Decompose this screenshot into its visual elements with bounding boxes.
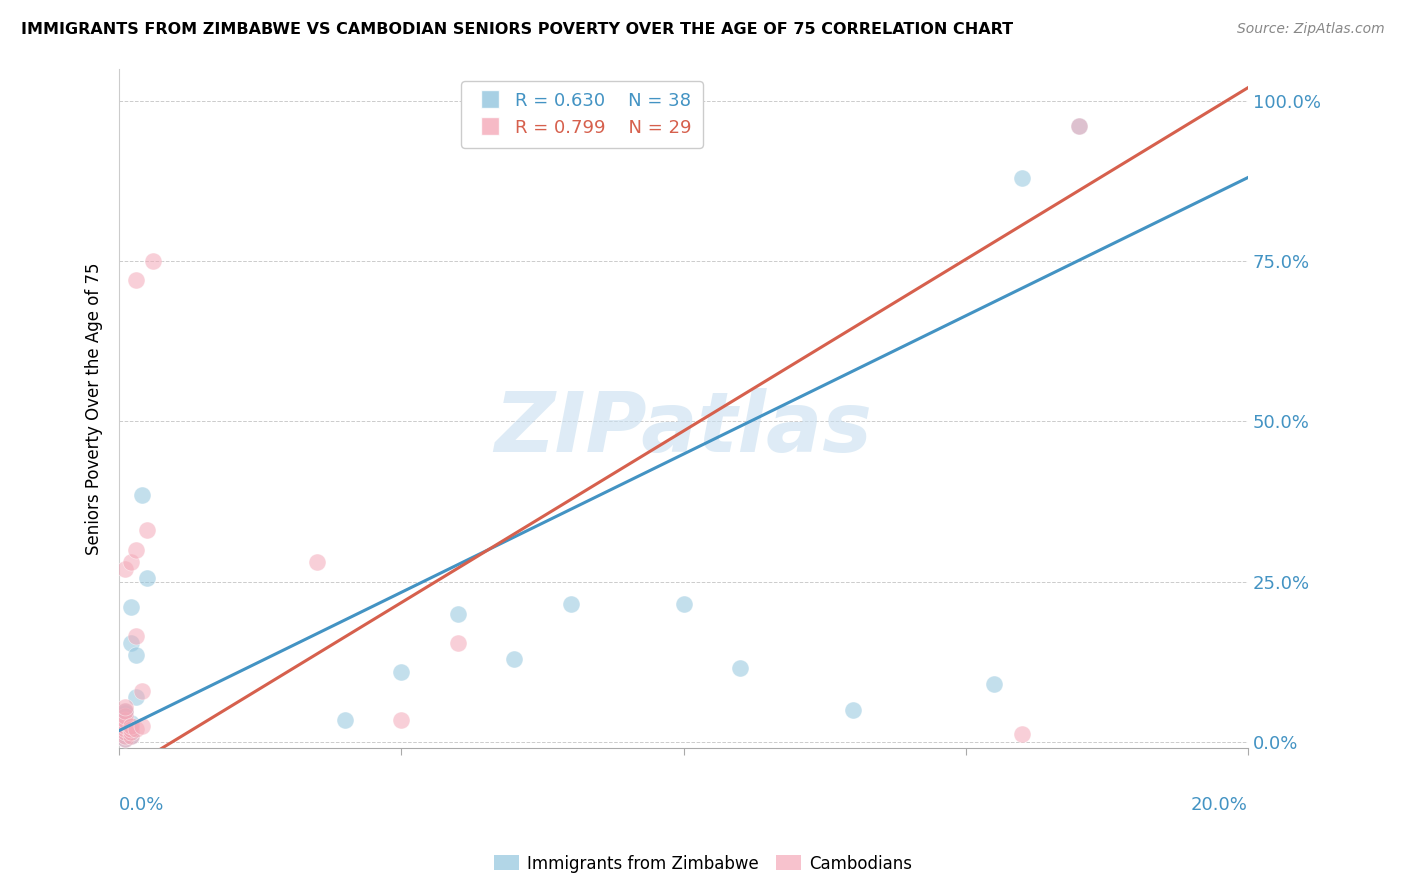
Text: 0.0%: 0.0% (120, 796, 165, 814)
Point (560, 597, 582, 611)
Point (114, 709, 136, 723)
Point (114, 715, 136, 730)
Text: 20.0%: 20.0% (1191, 796, 1249, 814)
Point (333, 713, 356, 727)
Text: IMMIGRANTS FROM ZIMBABWE VS CAMBODIAN SENIORS POVERTY OVER THE AGE OF 75 CORRELA: IMMIGRANTS FROM ZIMBABWE VS CAMBODIAN SE… (21, 22, 1014, 37)
Point (114, 715, 136, 730)
Point (120, 729, 142, 743)
Point (114, 723, 136, 737)
Point (114, 729, 136, 743)
Point (125, 690, 148, 705)
Point (136, 524, 159, 538)
Point (114, 704, 136, 718)
Y-axis label: Seniors Poverty Over the Age of 75: Seniors Poverty Over the Age of 75 (86, 262, 103, 555)
Point (120, 715, 142, 730)
Point (672, 597, 695, 611)
Point (114, 725, 136, 739)
Point (120, 719, 142, 733)
Point (114, 729, 136, 743)
Point (131, 488, 153, 502)
Point (120, 729, 142, 743)
Point (114, 721, 136, 735)
Point (136, 572, 159, 586)
Point (1067, 120, 1090, 134)
Point (447, 635, 470, 649)
Point (120, 600, 142, 615)
Point (125, 648, 148, 663)
Point (120, 635, 142, 649)
Point (114, 731, 136, 746)
Text: ZIPatlas: ZIPatlas (495, 388, 873, 469)
Point (391, 713, 413, 727)
Text: Source: ZipAtlas.com: Source: ZipAtlas.com (1237, 22, 1385, 37)
Point (728, 661, 751, 675)
Point (114, 709, 136, 723)
Point (114, 731, 136, 746)
Point (447, 607, 470, 621)
Point (120, 725, 142, 739)
Point (305, 556, 328, 570)
Point (114, 708, 136, 723)
Legend: R = 0.630    N = 38, R = 0.799    N = 29: R = 0.630 N = 38, R = 0.799 N = 29 (461, 81, 703, 148)
Point (114, 725, 136, 739)
Point (125, 273, 148, 287)
Point (114, 711, 136, 725)
Point (120, 719, 142, 733)
Point (983, 677, 1005, 691)
Point (120, 556, 142, 570)
Point (114, 706, 136, 721)
Point (114, 717, 136, 731)
Point (114, 714, 136, 729)
Point (114, 699, 136, 714)
Point (114, 713, 136, 727)
Point (1011, 727, 1033, 741)
Point (114, 727, 136, 741)
Point (842, 703, 865, 717)
Point (131, 683, 153, 698)
Point (114, 562, 136, 576)
Point (120, 725, 142, 739)
Point (125, 723, 148, 737)
Point (1067, 120, 1090, 134)
Legend: Immigrants from Zimbabwe, Cambodians: Immigrants from Zimbabwe, Cambodians (488, 848, 918, 880)
Point (114, 704, 136, 718)
Point (114, 723, 136, 737)
Point (114, 713, 136, 727)
Point (120, 723, 142, 737)
Point (1011, 170, 1033, 185)
Point (114, 719, 136, 733)
Point (142, 254, 165, 268)
Point (114, 719, 136, 733)
Point (114, 723, 136, 738)
Point (125, 542, 148, 557)
Point (125, 629, 148, 643)
Point (131, 719, 153, 733)
Point (391, 665, 413, 679)
Point (503, 651, 526, 665)
